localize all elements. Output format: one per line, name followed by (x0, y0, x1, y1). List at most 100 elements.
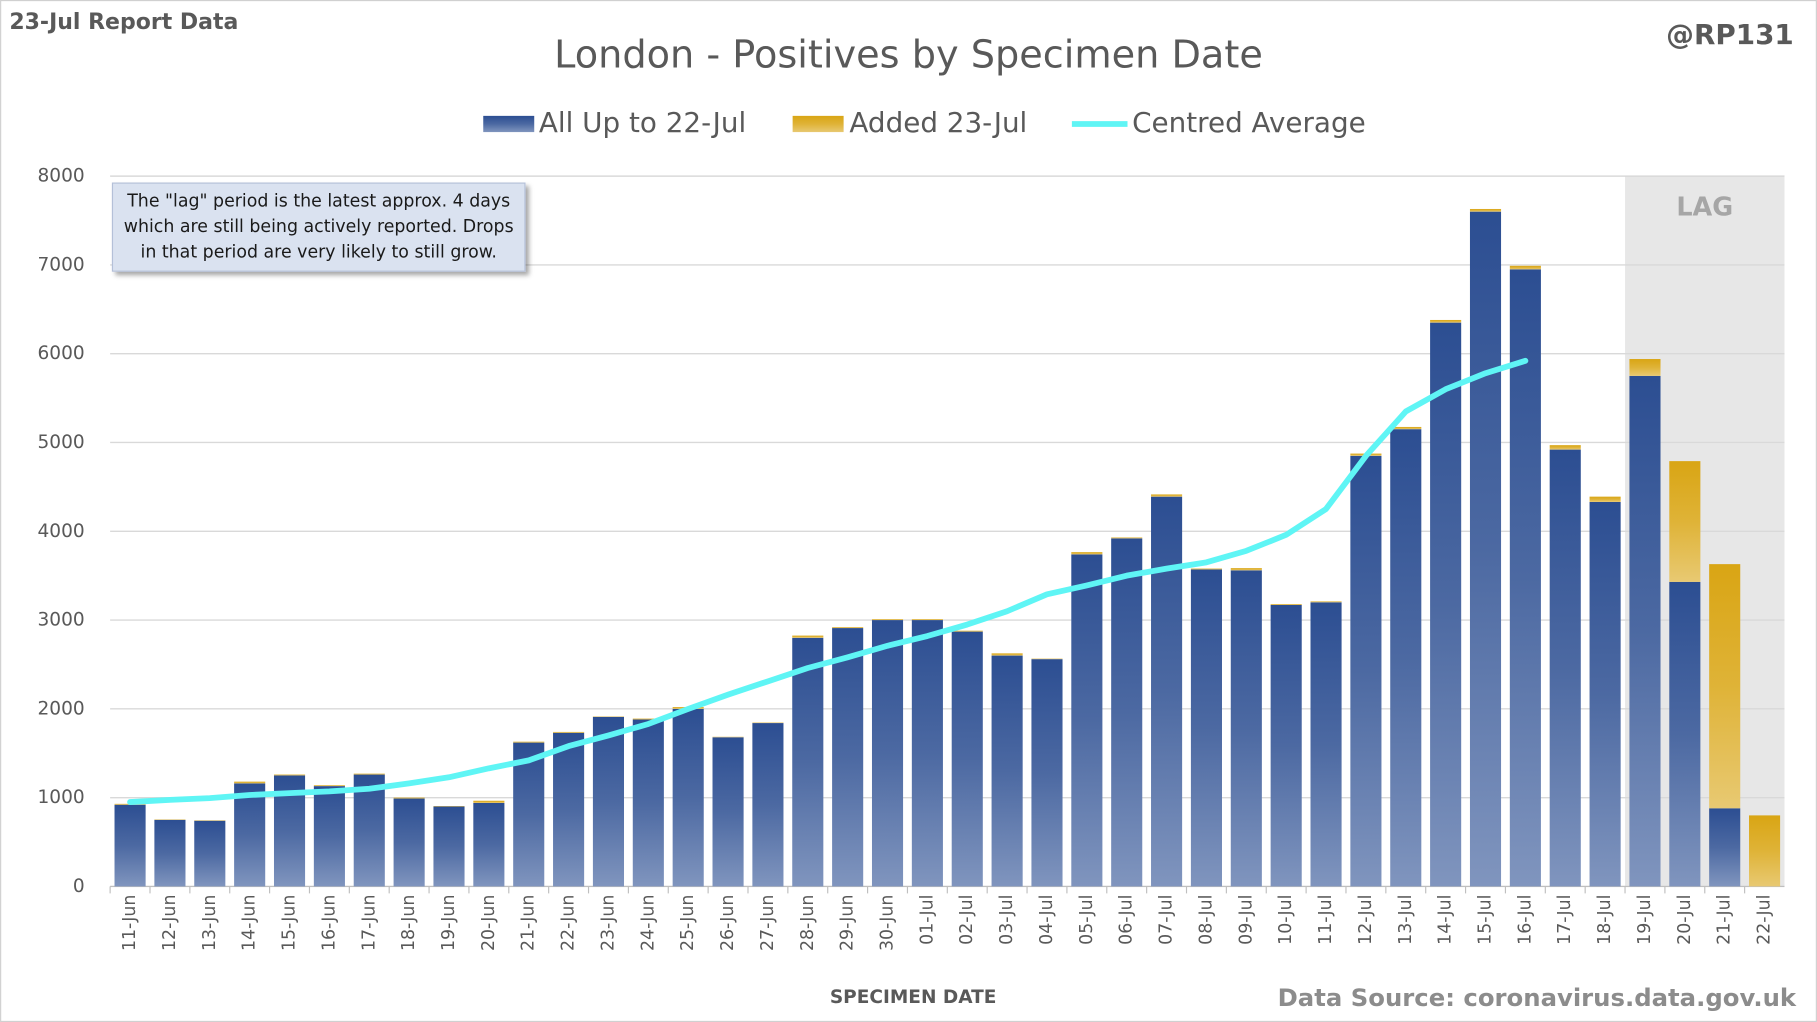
x-tick-label: 24-Jun (638, 895, 658, 952)
grid: 0 1000 2000 3000 4000 5000 6000 7000 8000 11-Jun 1… (38, 166, 1785, 951)
report-label: 23-Jul Report Data (9, 10, 238, 35)
average-line (127, 357, 1529, 805)
bar (1469, 208, 1502, 212)
x-tick-label: 10-Jul (1276, 895, 1296, 945)
x-tick-label: 27-Jun (758, 895, 778, 952)
bar (911, 620, 943, 887)
bar (1270, 604, 1302, 887)
x-tick-label: 02-Jul (957, 895, 977, 945)
bar (1151, 496, 1183, 887)
y-tick-label: 3000 (38, 610, 85, 631)
bar (632, 718, 664, 720)
bar (1031, 659, 1063, 887)
bar (313, 786, 345, 887)
x-tick-label: 17-Jul (1555, 895, 1575, 945)
chart-title: London - Positives by Specimen Date (554, 33, 1263, 77)
annotation-line: which are still being actively reported.… (124, 217, 514, 237)
bar (1071, 554, 1103, 887)
x-tick-label: 22-Jul (1755, 895, 1775, 945)
bar (154, 819, 186, 887)
bar (1589, 501, 1621, 887)
bar (1390, 426, 1422, 430)
bar (1669, 581, 1701, 887)
bar (1709, 808, 1741, 887)
x-tick-label: 07-Jul (1157, 895, 1177, 945)
bar (513, 741, 545, 743)
x-tick-label: 20-Jun (479, 895, 499, 952)
annotation-box (111, 182, 526, 272)
y-tick-label: 0 (73, 876, 85, 897)
x-tick-label: 05-Jul (1077, 895, 1097, 945)
bar (871, 620, 904, 887)
x-axis-label: SPECIMEN DATE (830, 987, 997, 1008)
x-tick-label: 25-Jun (678, 895, 698, 952)
author: @RP131 (1666, 18, 1794, 51)
bar (1430, 319, 1462, 323)
y-tick-label: 1000 (38, 787, 85, 808)
bar (353, 773, 385, 775)
x-tick-label: 15-Jun (280, 895, 300, 952)
legend-label: All Up to 22-Jul (539, 106, 746, 139)
overlay: All Up to 22-Jul Added 23-Jul Centred Aver… (111, 106, 1529, 805)
x-tick-label: 26-Jun (718, 895, 738, 952)
bar (991, 655, 1023, 887)
bar (1190, 568, 1222, 570)
bar (632, 719, 664, 887)
bar (1549, 449, 1581, 887)
bar (433, 806, 465, 887)
bar (1190, 569, 1222, 887)
x-tick-label: 20-Jul (1675, 895, 1695, 945)
x-tick-label: 17-Jun (359, 895, 379, 952)
y-tick-label: 6000 (38, 343, 85, 364)
x-tick-label: 30-Jun (878, 895, 898, 952)
bar (1549, 445, 1581, 450)
x-tick-label: 28-Jun (798, 895, 818, 952)
x-tick-label: 09-Jul (1236, 895, 1256, 945)
bar (234, 781, 266, 784)
bar (1469, 211, 1502, 887)
bar (712, 737, 744, 887)
bar (951, 630, 983, 632)
bar (1749, 815, 1781, 887)
x-tick-label: 21-Jun (519, 895, 539, 952)
bar (752, 723, 784, 887)
bar (473, 800, 505, 803)
source: Data Source: coronavirus.data.gov.uk (1278, 983, 1797, 1012)
y-tick-label: 8000 (38, 166, 85, 187)
x-tick-label: 06-Jul (1117, 895, 1137, 945)
bar (1111, 537, 1143, 539)
x-tick-label: 04-Jul (1037, 895, 1057, 945)
bar (1589, 496, 1621, 502)
x-tick-label: 23-Jun (598, 895, 618, 952)
x-tick-label: 08-Jul (1196, 895, 1216, 945)
bar (553, 731, 585, 733)
x-tick-label: 12-Jun (160, 895, 180, 952)
bar (832, 628, 864, 887)
bar (393, 797, 425, 799)
x-tick-label: 01-Jul (917, 895, 937, 945)
x-tick-label: 19-Jul (1635, 895, 1655, 945)
bar (194, 820, 226, 887)
bar (1230, 568, 1262, 571)
bar (592, 716, 625, 887)
legend-swatch (483, 115, 535, 133)
x-tick-label: 18-Jun (399, 895, 419, 952)
bar (1629, 359, 1661, 376)
bar (473, 802, 505, 887)
x-tick-label: 12-Jul (1356, 895, 1376, 945)
y-tick-label: 7000 (38, 254, 85, 275)
bar (114, 804, 146, 887)
bar (1350, 455, 1382, 887)
bar (1709, 564, 1741, 809)
x-tick-label: 03-Jul (997, 895, 1017, 945)
y-tick-label: 5000 (38, 432, 85, 453)
bar (1270, 604, 1302, 605)
x-tick-label: 16-Jun (319, 895, 339, 952)
bar (273, 774, 306, 776)
x-tick-label: 14-Jun (240, 895, 260, 952)
bar (1509, 265, 1541, 270)
bar (832, 627, 864, 629)
x-tick-label: 16-Jul (1515, 895, 1535, 945)
bar (792, 637, 824, 887)
